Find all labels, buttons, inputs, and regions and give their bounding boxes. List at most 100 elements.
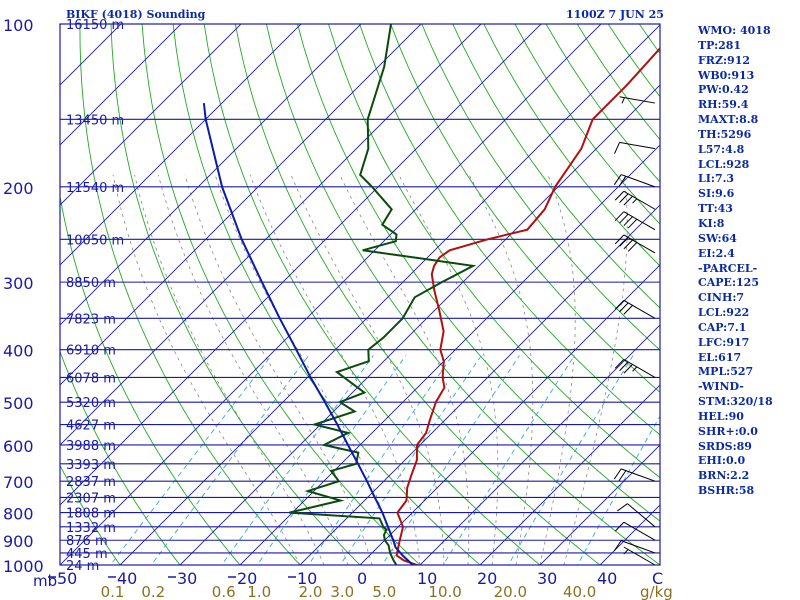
mixing-ratio-tick-label: 0.1 [101,583,125,600]
dry-adiabat [234,24,601,565]
isotherm [60,24,182,146]
dry-adiabat [421,24,660,351]
wind-barb-flag [623,364,633,374]
stat-line: SHR+:0.0 [698,424,758,438]
pressure-tick-label: 200 [3,179,34,198]
height-label: 1332 m [66,521,116,536]
wind-barb-staff [623,546,656,566]
wind-barb-flag [614,359,625,369]
temperature-tick-label: 10 [417,569,437,588]
mixing-ratio-tick-label: 3.0 [330,583,354,600]
pressure-tick-label: 400 [3,342,34,361]
wind-barb-flag [623,304,633,315]
wind-barb-staff [623,190,656,210]
isotherm [419,324,660,565]
moist-adiabat [339,174,470,565]
wind-barb-staff [623,521,656,541]
stat-line: PW:0.42 [698,83,749,97]
height-label: 11540 m [66,181,124,196]
moist-adiabat [539,174,576,565]
wind-barb-flag [614,234,625,245]
height-label: 6078 m [66,371,116,386]
wind-barb-half-flag [623,549,629,555]
dry-adiabat [203,24,541,565]
mixing-ratio-tick-label: 0.2 [141,583,165,600]
dry-adiabat [359,24,660,436]
mixing-ratio-line [577,415,660,565]
mixing-ratio-tick-label: 1.0 [247,583,271,600]
temperature-tick-label: 30 [177,569,197,588]
mixing-ratio-unit-label: g/kg [640,583,673,600]
wind-barb-flag [614,211,625,221]
mixing-ratio-line [307,355,453,565]
wind-barb-staff [619,96,656,104]
moist-adiabat [184,174,373,565]
sounding-series [202,24,660,565]
wind-barb [613,468,656,482]
dry-adiabat [297,24,660,522]
isotherm [239,144,660,565]
wind-barb-flag [623,239,633,250]
height-label: 16150 m [66,18,124,33]
wind-barb-staff [623,234,656,254]
height-label: 3988 m [66,439,116,454]
temperature-tick-label: 20 [237,569,257,588]
mixing-ratio-tick-label: 5.0 [372,583,396,600]
stat-line: MAXT:8.8 [698,113,759,127]
temperature-tick-label: 40 [597,569,617,588]
stat-line: KI:8 [698,216,725,230]
isotherm [60,24,362,326]
stat-line: LCL:922 [698,306,750,320]
mixing-ratio-line [256,355,407,565]
pressure-tick-label: 100 [3,16,34,35]
moist-adiabat [563,174,628,565]
isotherm [359,264,660,565]
height-label: 8850 m [66,276,116,291]
mixing-ratio-line [109,355,272,565]
pressure-tick-label: 500 [3,394,34,413]
wind-barb [613,540,656,554]
height-label: 445 m [66,547,108,562]
isotherm [299,204,660,565]
wind-barb [614,190,656,210]
wind-barb-half-flag [632,198,638,204]
wind-barb-flag [623,216,633,226]
stat-line: SW:64 [698,231,737,245]
wind-barb-flag [618,470,627,482]
height-label: 2837 m [66,475,116,490]
dry-adiabat [60,350,181,565]
moist-adiabat [134,174,325,565]
wind-barb-flag [619,237,629,247]
wind-barb-flag [613,468,622,480]
wind-barb [614,358,656,378]
mixing-ratio-line [339,355,482,565]
wind-barb [613,174,656,188]
isotherm [60,24,302,266]
moist-adiabat [214,174,397,565]
mixing-ratio-line [150,355,310,565]
temperature-tick-label: 20 [477,569,497,588]
wind-barb-flag [619,361,629,372]
height-label: 5320 m [66,396,116,411]
sounding-time: 1100Z 7 JUN 25 [566,8,664,21]
stat-line: LCL:928 [698,157,750,171]
stat-line: SI:9.6 [698,187,735,201]
mixing-ratio-tick-label: 10.0 [428,583,461,600]
wind-barb-staff [621,468,656,482]
stat-line: -WIND- [698,380,744,394]
mixing-ratio-tick-label: 0.6 [212,583,236,600]
dry-adiabat [60,464,121,565]
plot-frame [59,23,661,566]
isotherm [119,24,660,565]
wind-barb [614,141,656,154]
pressure-tick-label: 700 [3,473,34,492]
mixing-ratio-tick-label: 40.0 [563,583,596,600]
stat-line: CAP:7.1 [698,320,747,334]
stat-line: -PARCEL- [698,261,758,275]
wind-barb-staff [621,540,656,554]
height-label: 6910 m [66,344,116,359]
height-label: 24 m [66,559,99,574]
mixing-ratio-tick-label: 2.0 [299,583,323,600]
wind-barb-staff [623,299,656,319]
